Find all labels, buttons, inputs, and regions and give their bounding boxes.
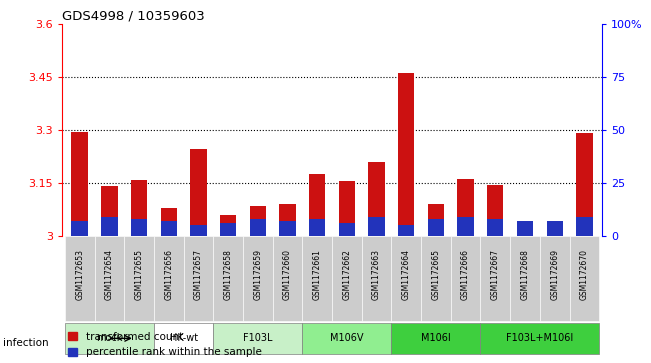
Bar (184, 236, 214, 321)
Bar (249, 206, 266, 236)
Text: GSM1172657: GSM1172657 (194, 249, 203, 300)
Text: GSM1172666: GSM1172666 (461, 249, 470, 300)
Bar (421, 236, 450, 321)
Bar (480, 236, 510, 321)
Bar (540, 236, 570, 321)
Bar (339, 181, 355, 236)
Bar (273, 236, 302, 321)
Bar (249, 219, 266, 236)
Text: GSM1172659: GSM1172659 (253, 249, 262, 300)
Bar (517, 232, 533, 236)
Bar (458, 179, 474, 236)
Text: GSM1172664: GSM1172664 (402, 249, 411, 300)
Text: GSM1172661: GSM1172661 (312, 249, 322, 299)
Bar (510, 236, 540, 321)
Text: F103L+M106I: F103L+M106I (506, 333, 574, 343)
Bar (398, 73, 415, 236)
Text: GSM1172670: GSM1172670 (580, 249, 589, 300)
Text: GSM1172662: GSM1172662 (342, 249, 352, 299)
Bar (302, 236, 332, 321)
Bar (72, 221, 88, 236)
Text: F103L: F103L (243, 333, 273, 343)
Bar (65, 323, 154, 354)
Text: M106V: M106V (330, 333, 364, 343)
Text: GSM1172653: GSM1172653 (75, 249, 84, 300)
Bar (101, 187, 118, 236)
Bar (368, 217, 385, 236)
Bar (131, 180, 147, 236)
Text: GSM1172665: GSM1172665 (432, 249, 441, 300)
Bar (302, 323, 391, 354)
Text: M106I: M106I (421, 333, 450, 343)
Bar (131, 219, 147, 236)
Bar (220, 223, 236, 236)
Bar (398, 225, 415, 236)
Bar (480, 323, 599, 354)
Bar (428, 204, 444, 236)
Bar (220, 215, 236, 236)
Text: GSM1172668: GSM1172668 (521, 249, 529, 299)
Bar (72, 131, 88, 236)
Text: GSM1172663: GSM1172663 (372, 249, 381, 300)
Bar (332, 236, 362, 321)
Text: GSM1172669: GSM1172669 (550, 249, 559, 300)
Bar (309, 174, 326, 236)
Bar (368, 162, 385, 236)
Text: HK-wt: HK-wt (169, 333, 198, 343)
Bar (279, 204, 296, 236)
Bar (576, 217, 592, 236)
Bar (214, 323, 302, 354)
Legend: transformed count, percentile rank within the sample: transformed count, percentile rank withi… (64, 328, 266, 362)
Bar (546, 234, 563, 236)
Text: infection: infection (3, 338, 49, 348)
Bar (458, 217, 474, 236)
Text: GSM1172654: GSM1172654 (105, 249, 114, 300)
Bar (391, 236, 421, 321)
Text: GDS4998 / 10359603: GDS4998 / 10359603 (62, 9, 204, 23)
Bar (391, 323, 480, 354)
Bar (517, 221, 533, 236)
Bar (214, 236, 243, 321)
Text: GSM1172667: GSM1172667 (491, 249, 500, 300)
Bar (124, 236, 154, 321)
Bar (309, 219, 326, 236)
Bar (154, 323, 214, 354)
Bar (190, 149, 206, 236)
Text: GSM1172660: GSM1172660 (283, 249, 292, 300)
Bar (546, 221, 563, 236)
Bar (570, 236, 599, 321)
Text: GSM1172658: GSM1172658 (223, 249, 232, 299)
Bar (450, 236, 480, 321)
Bar (487, 219, 503, 236)
Bar (94, 236, 124, 321)
Bar (101, 217, 118, 236)
Bar (161, 208, 177, 236)
Bar (428, 219, 444, 236)
Text: mock: mock (96, 333, 122, 343)
Bar (190, 225, 206, 236)
Bar (487, 185, 503, 236)
Bar (161, 221, 177, 236)
Text: GSM1172656: GSM1172656 (164, 249, 173, 300)
Text: GSM1172655: GSM1172655 (135, 249, 143, 300)
Bar (576, 133, 592, 236)
Bar (279, 221, 296, 236)
Bar (154, 236, 184, 321)
Bar (339, 223, 355, 236)
Bar (362, 236, 391, 321)
Bar (243, 236, 273, 321)
Bar (65, 236, 94, 321)
